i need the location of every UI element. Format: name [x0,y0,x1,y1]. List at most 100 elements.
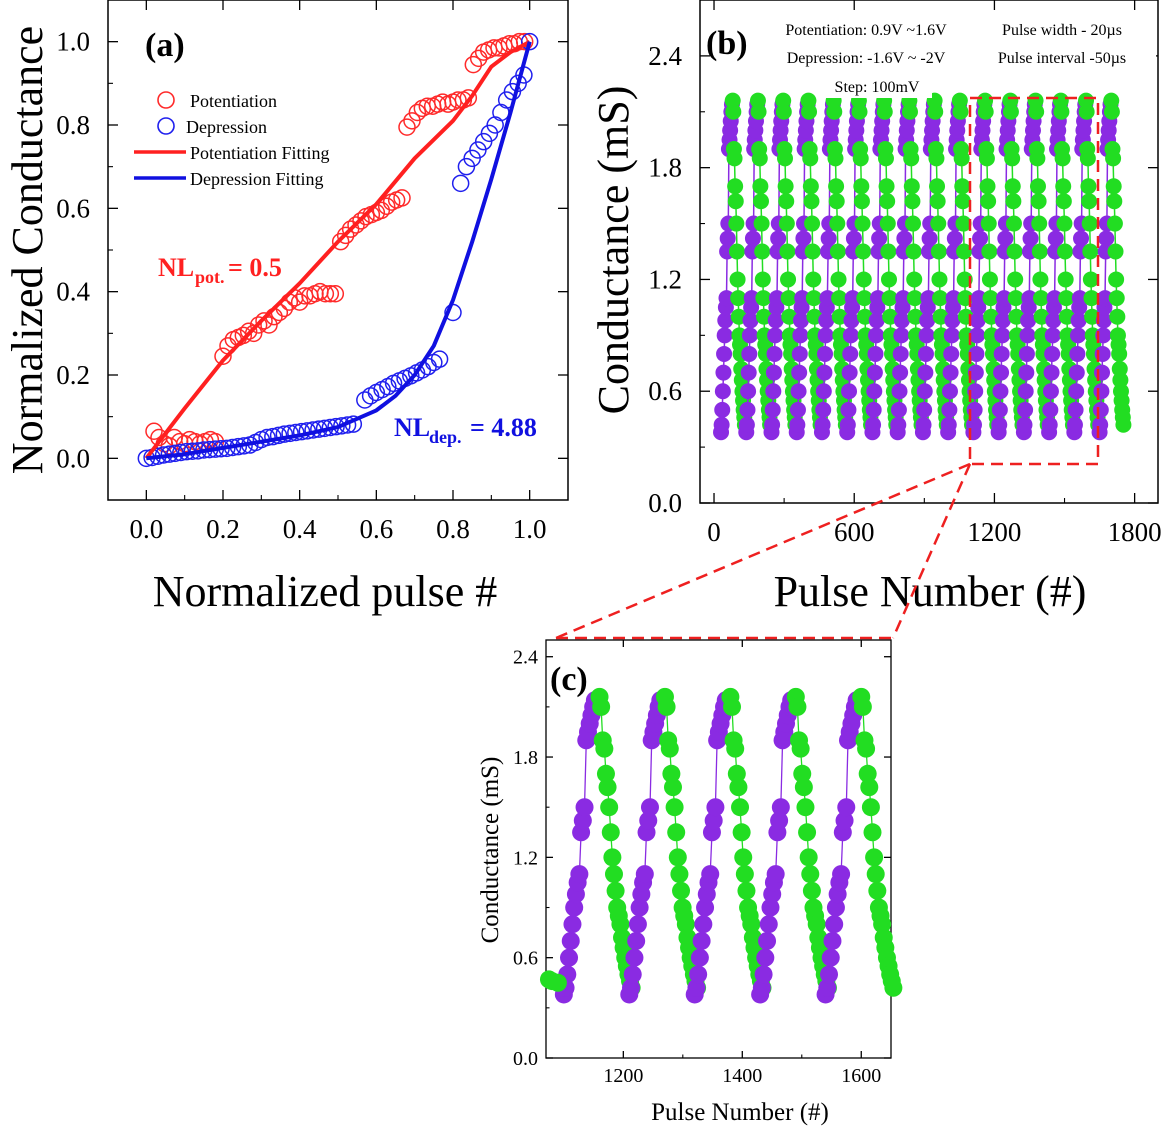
b-depression-point [802,178,819,195]
b-depression-point [728,243,745,260]
b-potentiation-point [1018,345,1035,362]
x-tick-label: 1.0 [513,514,547,544]
panel-b-note-pulse-interval: Pulse interval -50µs [998,50,1126,67]
b-potentiation-point [716,327,733,344]
x-tick-label: 0 [707,517,721,547]
point-depression [269,426,288,445]
b-potentiation-point [916,383,933,400]
c-potentiation-point [837,798,856,817]
x-tick-label: 600 [834,517,875,547]
b-depression-point [755,290,772,307]
b-depression-point [1083,290,1100,307]
legend-depression-fitting-label: Depression Fitting [190,169,324,189]
panel-b-note-depression: Depression: -1.6V ~ -2V [787,50,946,67]
b-depression-point [779,243,796,260]
b-potentiation-point [740,364,757,381]
c-depression-point [663,778,682,797]
y-tick-label: 1.8 [513,747,538,769]
point-potentiation [321,285,340,303]
c-depression-point [791,739,810,758]
point-potentiation [290,293,309,311]
b-depression-point [879,215,896,232]
point-depression [275,425,294,443]
point-potentiation [336,226,355,245]
nl-pot-sub: pot. [195,267,225,287]
b-depression-point [805,290,822,307]
point-depression [451,174,470,193]
b-depression-point [1079,150,1096,167]
legend-potentiation-label: Potentiation [190,91,277,111]
b-potentiation-point [717,312,734,329]
nl-pot-prefix: NL [158,253,194,282]
b-depression-point [929,193,946,210]
c-potentiation-point [687,978,706,997]
b-potentiation-point [1044,345,1061,362]
b-depression-point [1103,103,1120,120]
b-potentiation-point [843,312,860,329]
b-depression-point [1033,290,1050,307]
b-depression-point [980,215,997,232]
b-potentiation-point [996,290,1013,307]
c-depression-point [732,823,751,842]
b-potentiation-point [816,364,833,381]
b-depression-point [1007,271,1024,288]
c-potentiation-point [627,931,646,950]
b-depression-point [906,271,923,288]
b-depression-point [778,193,795,210]
b-depression-point [828,178,845,195]
b-potentiation-point [1098,230,1115,247]
c-depression-point [595,739,614,758]
b-depression-point [827,150,844,167]
c-depression-point [592,697,611,716]
b-depression-point [1029,150,1046,167]
nl-dep-value: = 4.88 [470,413,537,442]
c-potentiation-point [696,898,715,917]
b-potentiation-point [994,312,1011,329]
b-depression-point [1057,243,1074,260]
panel-b-xlabel: Pulse Number (#) [774,567,1087,616]
c-depression-point [734,848,753,867]
b-potentiation-point [946,230,963,247]
panel-b-series [713,92,1132,466]
legend-potentiation-fitting-label: Potentiation Fitting [190,143,330,163]
b-potentiation-point [839,416,856,433]
c-depression-point [861,798,880,817]
b-depression-point [1081,193,1098,210]
x-tick-label: 1200 [603,1065,643,1087]
c-depression-point [737,881,756,900]
b-depression-point [954,193,971,210]
b-potentiation-point [1069,327,1086,344]
b-potentiation-point [741,327,758,344]
b-depression-point [750,103,767,120]
b-depression-point [877,150,894,167]
b-depression-point [1006,243,1023,260]
b-depression-point [826,103,843,120]
b-depression-point [1030,193,1047,210]
b-depression-point [879,193,896,210]
b-potentiation-point [940,416,957,433]
panel-a-series [137,32,539,468]
y-tick-label: 1.0 [56,27,90,57]
point-potentiation [244,324,263,343]
y-tick-label: 0.6 [648,376,682,406]
b-potentiation-point [968,345,985,362]
c-depression-point [735,865,754,884]
b-potentiation-point [891,383,908,400]
b-potentiation-point [1045,312,1062,329]
b-potentiation-point [841,383,858,400]
c-potentiation-point [754,965,773,984]
panel-b: 0 600 1200 1800 0.0 0.6 1.2 1.8 2.4 (b) Pulse Nu… [589,0,1162,616]
panel-a-ylabel: Normalized Conductance [3,26,52,474]
b-depression-point [901,103,918,120]
b-potentiation-point [865,416,882,433]
b-depression-point [982,290,999,307]
x-tick-label: 0.2 [206,514,240,544]
point-potentiation [234,326,253,345]
b-potentiation-point [918,327,935,344]
b-potentiation-point [820,230,837,247]
x-tick-label: 1600 [841,1065,881,1087]
b-potentiation-point [764,416,781,433]
b-potentiation-point [917,364,934,381]
b-potentiation-point [892,345,909,362]
b-potentiation-point [993,345,1010,362]
